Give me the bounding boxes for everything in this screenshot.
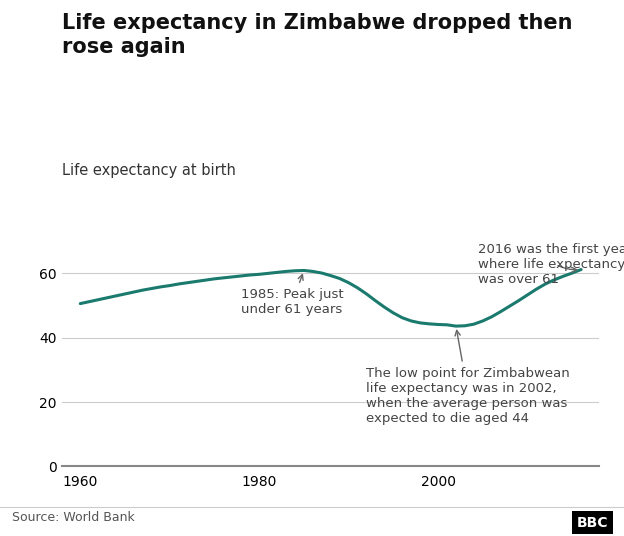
Text: 2016 was the first year
where life expectancy
was over 61: 2016 was the first year where life expec… [479, 243, 624, 286]
Text: BBC: BBC [577, 516, 608, 530]
Text: Source: World Bank: Source: World Bank [12, 511, 135, 524]
Text: 1985: Peak just
under 61 years: 1985: Peak just under 61 years [241, 274, 344, 316]
Text: Life expectancy at birth: Life expectancy at birth [62, 163, 236, 178]
Text: The low point for Zimbabwean
life expectancy was in 2002,
when the average perso: The low point for Zimbabwean life expect… [366, 330, 570, 425]
Text: Life expectancy at birth: Life expectancy at birth [0, 535, 1, 536]
Text: Life expectancy in Zimbabwe dropped then
rose again: Life expectancy in Zimbabwe dropped then… [62, 13, 573, 57]
